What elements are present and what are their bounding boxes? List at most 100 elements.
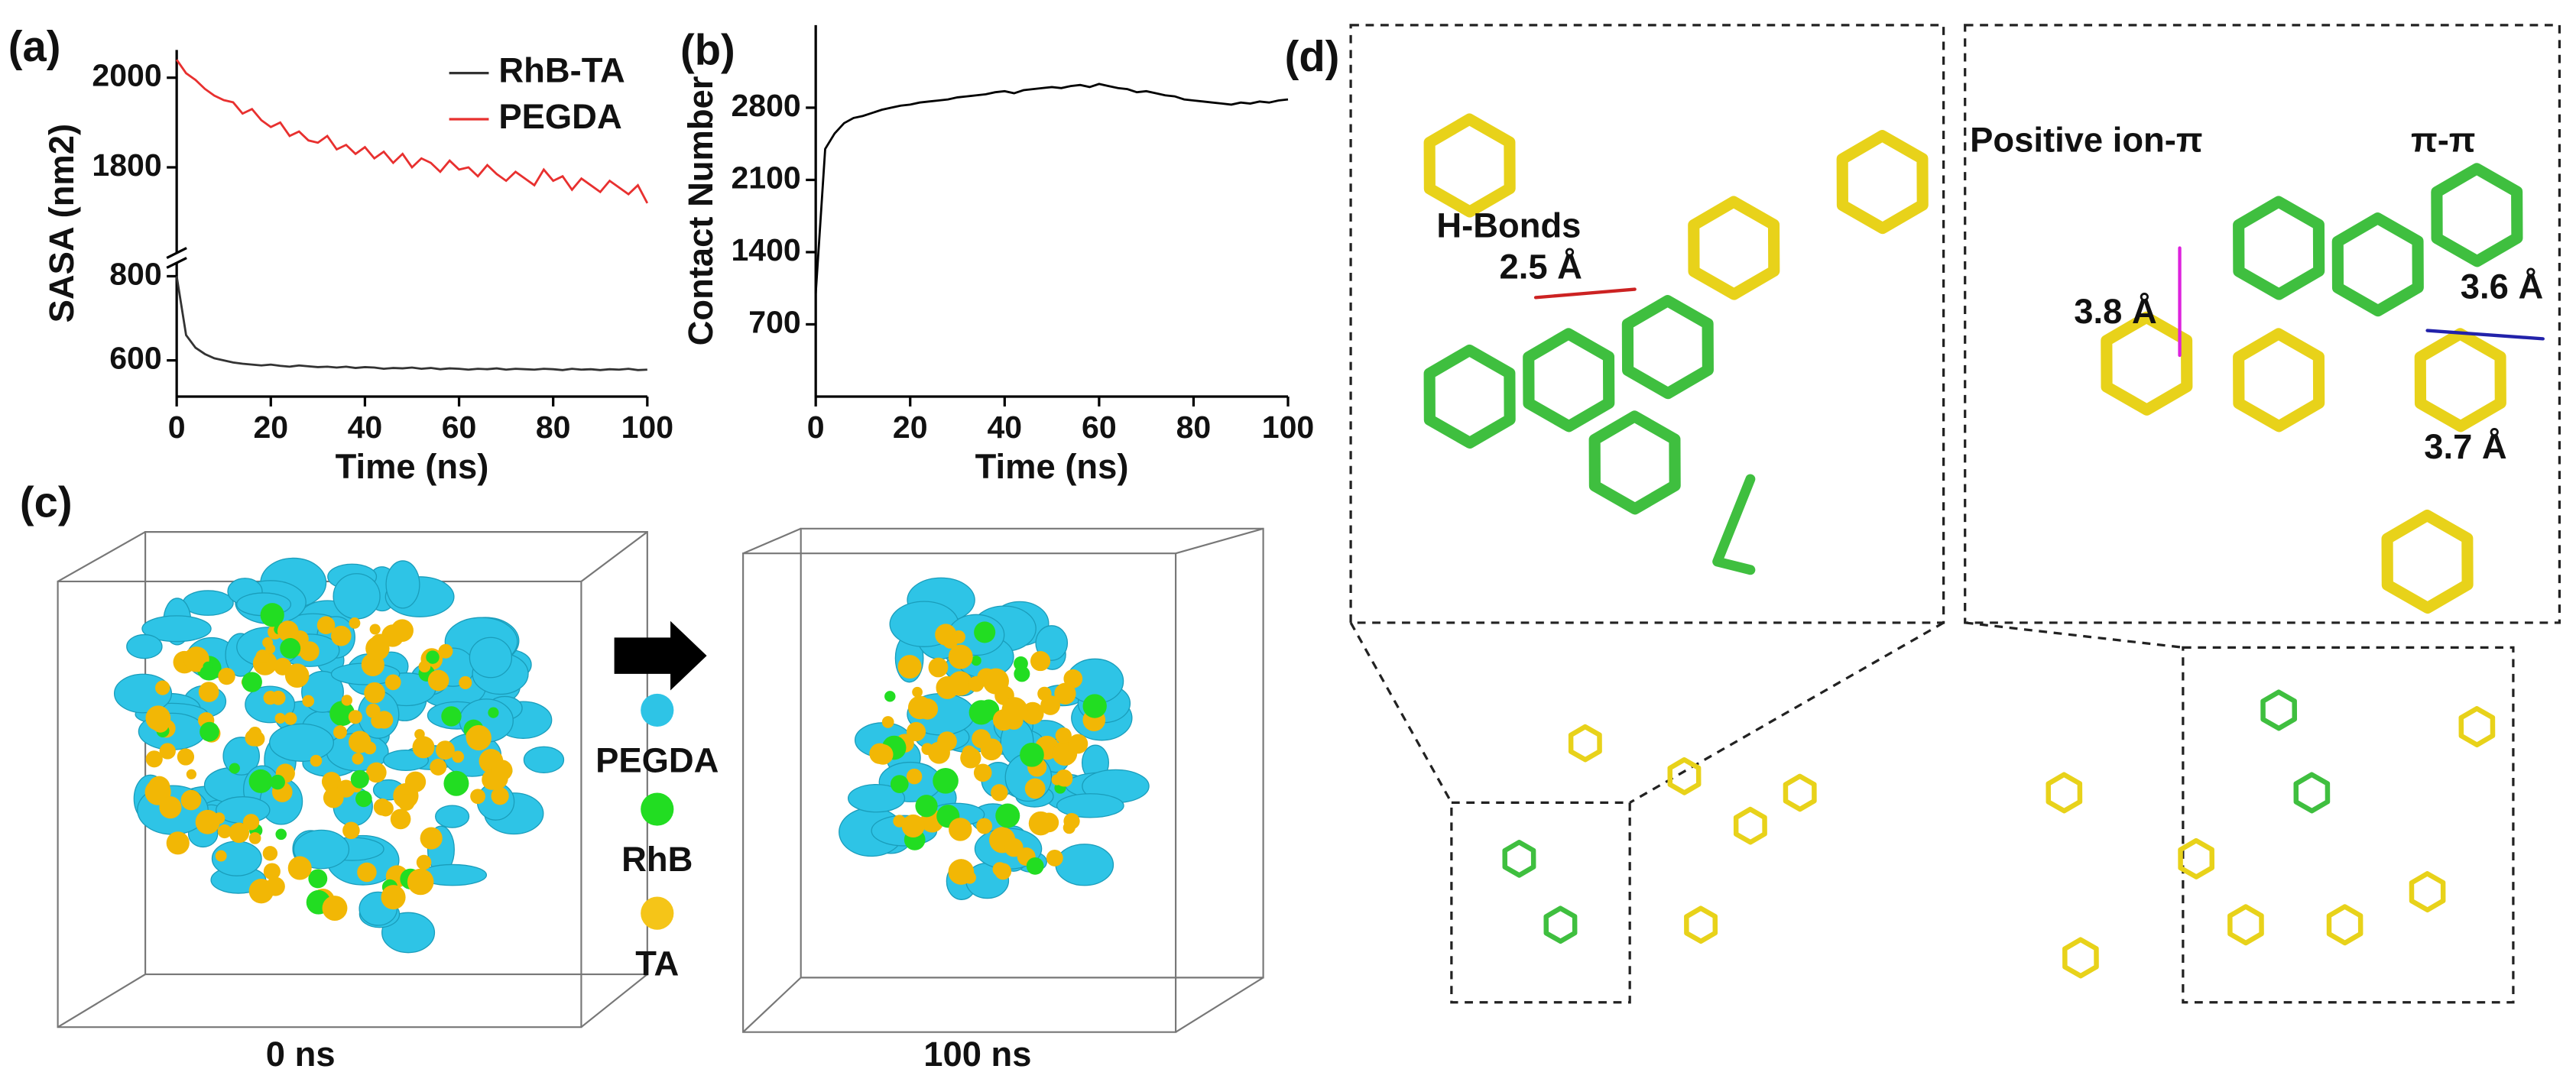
pegda-blob xyxy=(293,829,350,870)
ta-cluster xyxy=(308,869,328,889)
zoom-box xyxy=(2182,646,2515,1004)
legend-dot xyxy=(641,896,674,930)
pegda-blob xyxy=(1055,844,1114,886)
ta-cluster xyxy=(426,650,440,664)
y-axis-label: Contact Number xyxy=(681,76,720,346)
ta-cluster xyxy=(331,625,352,646)
ta-cluster xyxy=(365,703,381,718)
ta-cluster xyxy=(329,701,355,727)
sim-box xyxy=(742,527,1264,1033)
y-tick-label: 1400 xyxy=(731,232,800,267)
ta-cluster xyxy=(200,721,219,742)
ta-cluster xyxy=(443,770,469,796)
ta-cluster xyxy=(342,821,360,840)
ta-cluster xyxy=(265,643,276,654)
ta-cluster xyxy=(378,800,394,817)
ta-cluster xyxy=(412,736,435,759)
ta-cluster xyxy=(466,724,492,751)
bond xyxy=(1712,474,1756,575)
ta-cluster xyxy=(310,754,323,767)
bond xyxy=(2062,937,2099,979)
pegda-blob xyxy=(385,560,420,609)
interaction-label: H-Bonds xyxy=(1436,206,1581,245)
ta-cluster xyxy=(427,669,449,692)
pegda-blob xyxy=(469,637,513,679)
ta-cluster xyxy=(198,682,219,702)
x-tick-label: 20 xyxy=(893,410,928,445)
ta-cluster xyxy=(972,729,991,749)
ta-cluster xyxy=(186,769,197,779)
ta-cluster xyxy=(159,743,176,760)
x-tick-label: 80 xyxy=(536,410,571,445)
ta-cluster xyxy=(1063,669,1083,688)
connector xyxy=(1349,622,1453,804)
ta-cluster xyxy=(370,633,390,653)
panel-label: (a) xyxy=(8,22,61,70)
ta-cluster xyxy=(441,706,462,727)
ta-cluster xyxy=(274,657,292,675)
y-tick-label: 2000 xyxy=(92,58,161,93)
ta-cluster xyxy=(881,716,894,728)
legend-label: PEGDA xyxy=(595,741,719,780)
x-axis-label: Time (ns) xyxy=(975,447,1129,486)
pegda-blob xyxy=(333,573,381,620)
ta-cluster xyxy=(183,646,209,672)
box-edge xyxy=(57,531,146,582)
ta-cluster xyxy=(1001,697,1028,724)
ta-cluster xyxy=(404,771,427,792)
x-tick-label: 0 xyxy=(168,410,186,445)
ta-cluster xyxy=(166,831,190,855)
snapshot-label: 0 ns xyxy=(266,1035,336,1074)
legend-dot xyxy=(641,792,674,826)
ta-cluster xyxy=(322,896,348,922)
ta-cluster xyxy=(390,808,411,830)
data-line xyxy=(175,59,649,204)
ta-cluster xyxy=(341,695,352,706)
bond xyxy=(1667,756,1702,795)
bond xyxy=(1533,287,1637,300)
ta-cluster xyxy=(418,660,431,673)
bond xyxy=(1688,196,1780,300)
ta-cluster xyxy=(1082,694,1107,718)
x-tick-label: 60 xyxy=(1082,410,1117,445)
ta-cluster xyxy=(915,795,938,818)
ta-cluster xyxy=(1035,655,1046,666)
ta-cluster xyxy=(976,818,993,834)
legend-label: RhB-TA xyxy=(498,51,625,90)
ta-cluster xyxy=(357,862,377,883)
ta-cluster xyxy=(928,657,949,678)
ta-cluster xyxy=(375,711,394,729)
ta-cluster xyxy=(430,758,447,776)
bond xyxy=(1568,724,1602,763)
bond xyxy=(2458,706,2496,748)
ta-cluster xyxy=(1004,837,1024,857)
ta-cluster xyxy=(906,721,926,742)
data-line xyxy=(175,276,647,371)
y-tick-label: 1800 xyxy=(92,147,161,183)
ta-cluster xyxy=(907,695,932,720)
legend-dot xyxy=(641,693,674,727)
bond xyxy=(1621,295,1714,400)
ta-cluster xyxy=(420,827,443,850)
bond xyxy=(2233,328,2325,432)
bond xyxy=(2331,212,2424,317)
ta-cluster xyxy=(971,655,981,666)
ta-cluster xyxy=(1037,686,1052,701)
ta-cluster xyxy=(1014,656,1028,671)
bond xyxy=(1684,905,1718,944)
distance-label: 2.5 Å xyxy=(1500,248,1582,287)
y-tick-label: 700 xyxy=(748,304,800,339)
molecule-cloud xyxy=(113,557,565,954)
ta-cluster xyxy=(229,763,240,774)
ta-cluster xyxy=(242,814,260,831)
ta-cluster xyxy=(302,695,315,708)
pegda-blob xyxy=(141,615,212,643)
ta-cluster xyxy=(470,789,486,805)
pegda-blob xyxy=(847,783,906,813)
axis-break xyxy=(166,257,187,269)
arrow xyxy=(614,620,707,691)
ta-cluster xyxy=(416,854,432,870)
ta-cluster xyxy=(333,725,347,740)
legend-label: TA xyxy=(635,944,679,983)
distance-label: 3.6 Å xyxy=(2461,267,2543,306)
